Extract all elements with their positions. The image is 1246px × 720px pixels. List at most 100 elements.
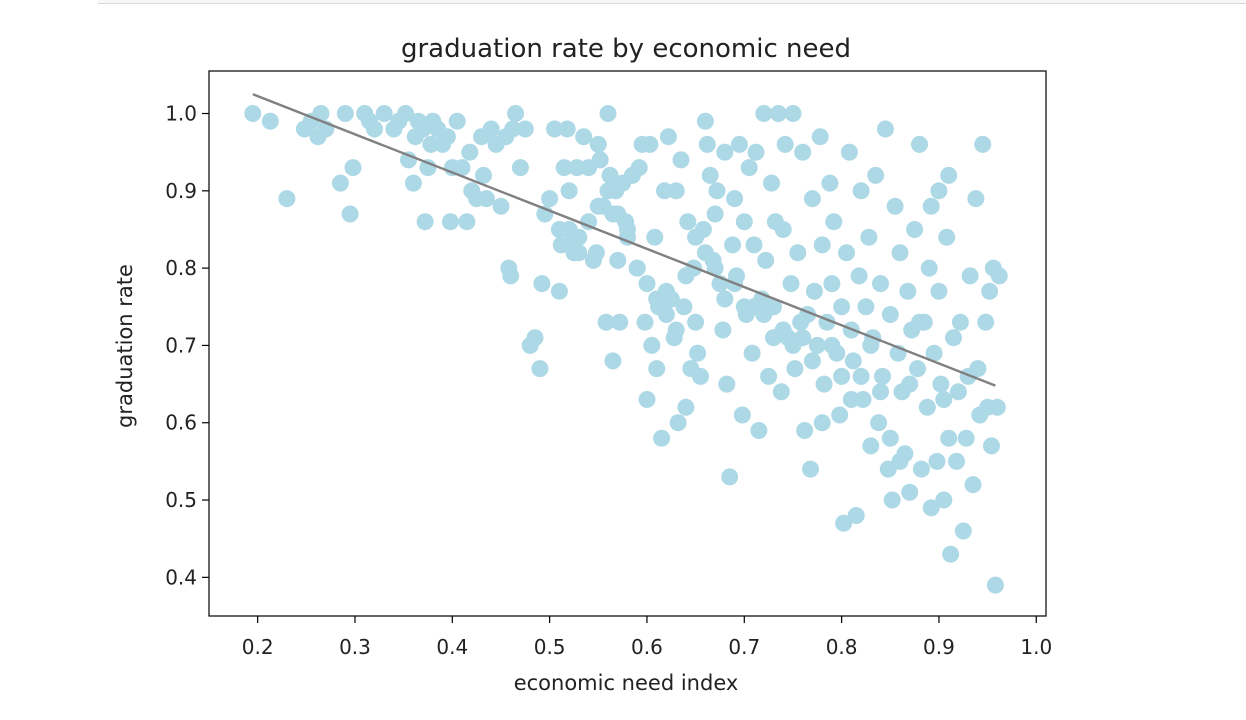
data-point [507,105,525,122]
data-point [794,143,812,161]
x-axis: 0.2 0.3 0.4 0.5 0.6 0.7 0.8 0.9 1.0 [242,616,1052,659]
data-point [458,213,476,231]
data-point [757,251,775,269]
data-point [672,151,690,169]
data-point [844,352,862,370]
data-point [974,135,992,153]
data-point [597,313,615,331]
data-point [653,429,671,447]
data-point [860,228,878,246]
data-point [850,267,868,285]
data-point [838,244,855,262]
data-point [784,105,802,122]
data-point [638,275,656,293]
data-point [852,182,870,200]
x-tick-label: 0.3 [339,635,371,659]
trendline [252,93,996,387]
data-point [716,290,734,308]
data-point [872,383,889,401]
data-point [769,105,787,122]
data-point [656,182,673,200]
data-point [453,159,471,177]
data-point [881,306,899,323]
data-point [708,182,726,200]
data-point [628,259,646,277]
data-point [808,336,826,354]
data-point [504,120,522,138]
data-point [461,143,479,161]
data-point [874,367,891,385]
data-point [740,159,758,177]
data-point [502,267,520,285]
data-point [714,321,732,339]
data-point [662,290,680,308]
data-point [648,360,666,378]
data-point [776,135,794,153]
data-point [909,360,926,378]
data-point [696,244,714,262]
data-point [687,313,705,331]
data-point [677,398,695,416]
y-tick-label: 0.6 [165,411,197,435]
data-point [911,135,928,153]
data-point [920,259,938,277]
data-point [397,105,415,122]
data-point [558,120,576,138]
data-point [475,166,492,184]
y-tick-label: 0.7 [165,333,197,357]
data-point [967,190,985,208]
data-point [833,367,851,385]
data-point [891,452,909,470]
data-point [922,197,940,215]
y-tick-label: 1.0 [165,102,197,126]
data-point [942,545,960,563]
data-point [891,244,909,262]
data-point [648,290,666,308]
data-point [531,360,549,378]
data-point [570,244,588,262]
data-point [706,205,724,223]
data-point [735,298,753,316]
data-point [516,120,534,138]
data-point [935,391,953,408]
data-point [400,151,417,169]
data-point [883,491,901,509]
data-point [840,143,858,161]
data-point [244,105,262,122]
data-point [823,275,841,293]
data-point [482,120,500,138]
data-point [646,228,664,246]
data-point [765,329,782,347]
data-point [679,213,697,231]
data-point [911,313,928,331]
data-point [533,275,551,293]
data-point [782,275,800,293]
data-point [957,429,975,447]
data-point [784,336,802,354]
y-axis: 0.4 0.5 0.6 0.7 0.8 0.9 1.0 [165,102,209,589]
data-point [261,112,279,130]
x-axis-label: economic need index [514,671,739,695]
data-point [803,352,821,370]
data-point [638,391,656,408]
data-point [815,375,833,393]
data-point [981,282,999,300]
data-point [416,213,434,231]
data-point [951,313,969,331]
y-tick-label: 0.9 [165,179,197,203]
data-point [604,352,622,370]
data-point [344,159,362,177]
data-point [961,267,979,285]
data-point [789,244,807,262]
data-point [852,367,870,385]
data-point [813,414,831,432]
data-point [925,344,943,362]
data-point [940,166,958,184]
data-point [847,507,865,524]
x-tick-label: 0.4 [436,635,468,659]
data-point [609,251,627,269]
data-point [560,221,578,238]
data-point [930,282,948,300]
data-point [935,491,953,509]
data-point [825,213,843,231]
